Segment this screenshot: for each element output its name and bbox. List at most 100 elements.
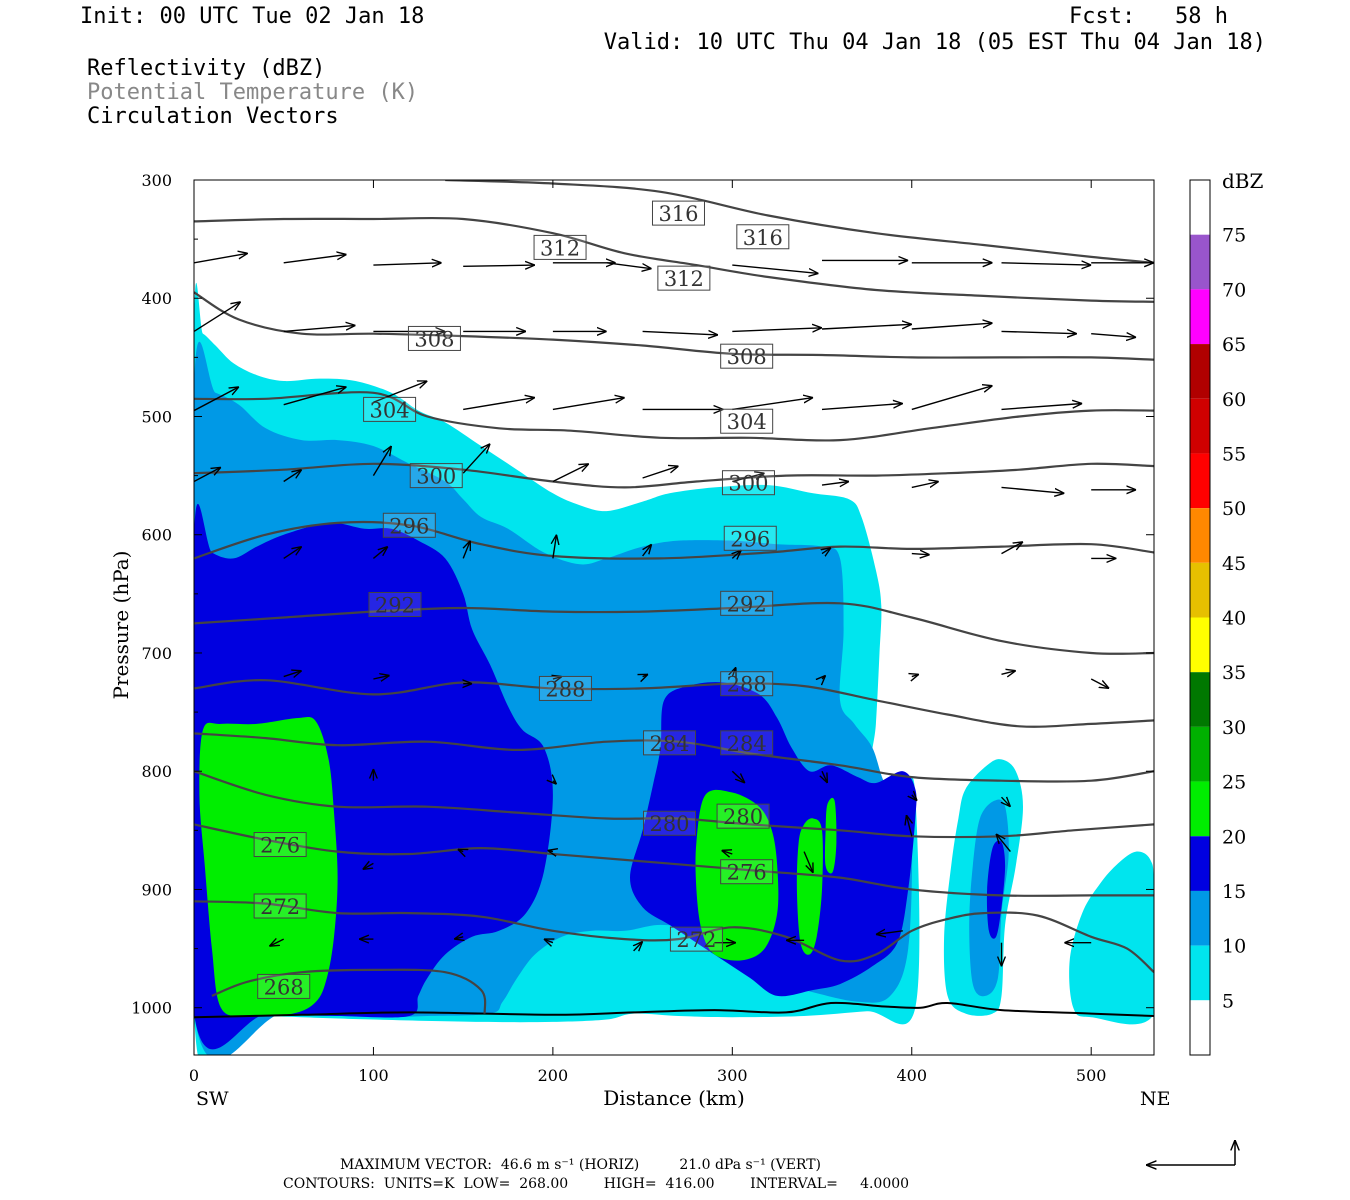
circulation-vector [642,544,652,557]
circulation-vector [463,541,470,559]
y-tick-label: 800 [141,762,172,781]
theta-label-312: 312 [533,234,587,260]
circulation-vector [911,323,993,330]
colorbar-bin [1190,781,1210,837]
colorbar-label: 5 [1222,990,1234,1012]
circulation-vector [1001,542,1024,555]
colorbar: 5 10 15 20 25 30 35 40 45 50 55 60 65 70 75 [1189,179,1246,1056]
colorbar-bin [1190,945,1210,1001]
colorbar-label: 65 [1222,334,1246,356]
theta-contour-304 [194,391,1154,442]
circulation-vector [373,263,441,265]
theta-contour-288 [194,679,1154,728]
circulation-vector [194,253,248,264]
circulation-vector [194,467,221,483]
colorbar-label: 55 [1222,443,1246,465]
circulation-vector [1001,486,1065,493]
svg-text:304: 304 [727,410,767,434]
circulation-vector [283,671,302,677]
circulation-vector [876,931,903,935]
circulation-vector [454,937,463,939]
circulation-vector [373,381,427,403]
theta-label-284: 284 [720,730,774,756]
x-tick-label: 500 [1076,1066,1107,1085]
svg-text:280: 280 [649,812,689,836]
x-tick-label: 100 [358,1066,389,1085]
theta-contour-300 [194,462,1154,489]
theta-label-276: 276 [253,832,307,858]
theta-contour-292 [194,601,1154,655]
circulation-vector [642,466,679,479]
colorbar-bin [1190,726,1210,782]
field-potential-temperature: Potential Temperature (K) [87,80,419,105]
reflectivity-region-15dbz [986,840,1006,939]
circulation-vector [732,328,822,332]
x-tick-label: 400 [896,1066,927,1085]
svg-text:284: 284 [727,732,767,756]
colorbar-bin [1190,453,1210,509]
theta-label-316: 316 [736,224,790,250]
axes: 300 400 500 600 700 800 900 1000 0 100 200 300 400 50… [131,171,1154,1085]
circulation-vector [731,770,745,783]
maximum-vector-note: MAXIMUM VECTOR: 46.6 m s⁻¹ (HORIZ) 21.0 … [340,1157,822,1173]
colorbar-label: 50 [1222,498,1246,520]
circulation-vector [548,850,553,851]
svg-text:308: 308 [727,345,767,369]
reflectivity-fills [194,283,1154,1055]
colorbar-label: 30 [1222,717,1246,739]
theta-contour-276 [194,823,1154,897]
circulation-vector [642,331,718,335]
theta-contour-308 [194,291,1154,361]
field-circulation-vectors: Circulation Vectors [87,104,339,129]
theta-label-300: 300 [409,463,463,489]
colorbar-label: 60 [1222,389,1246,411]
x-axis-label: Distance (km) [603,1086,745,1110]
circulation-vector [722,850,733,854]
circulation-vector [553,535,557,559]
circulation-vector [458,849,463,851]
theta-label-288: 288 [538,675,592,701]
theta-contour-316 [445,180,1154,264]
svg-text:268: 268 [264,975,304,999]
svg-text:316: 316 [658,202,698,226]
circulation-vector [911,386,993,411]
circulation-vector [372,446,391,476]
theta-label-280: 280 [643,810,697,836]
contour-info-note: CONTOURS: UNITS=K LOW= 268.00 HIGH= 416.… [283,1176,910,1192]
theta-label-296: 296 [382,512,436,538]
circulation-vector [552,464,589,483]
theta-contour-296 [194,520,1154,560]
colorbar-label: 20 [1222,826,1246,848]
colorbar-label: 75 [1222,225,1246,247]
svg-text:276: 276 [260,834,300,858]
theta-label-268: 268 [257,973,311,999]
circulation-vector [462,444,490,474]
colorbar-bin [1190,289,1210,345]
circulation-vector [544,939,553,943]
svg-text:316: 316 [743,226,783,250]
circulation-vector [822,548,831,554]
circulation-vector [1001,331,1077,333]
colorbar-bin [1190,344,1210,399]
y-tick-label: 700 [141,644,172,663]
endpoint-right: NE [1140,1088,1171,1110]
svg-text:300: 300 [728,472,768,496]
colorbar-label: 25 [1222,772,1246,794]
theta-label-308: 308 [407,325,461,351]
svg-text:272: 272 [260,895,300,919]
circulation-vector [283,387,347,406]
svg-text:272: 272 [676,928,716,952]
y-tick-label: 1000 [131,999,172,1018]
circulation-vector [283,255,347,264]
circulation-vector [732,264,818,273]
theta-label-300: 300 [721,470,775,496]
x-tick-label: 300 [717,1066,748,1085]
colorbar-bin [1190,234,1210,290]
circulation-vector [821,324,912,330]
theta-label-284: 284 [643,730,697,756]
circulation-vector [552,398,625,411]
svg-text:280: 280 [723,805,763,829]
valid-time: Valid: 10 UTC Thu 04 Jan 18 (05 EST Thu … [603,30,1266,55]
circulation-vector [732,398,813,411]
